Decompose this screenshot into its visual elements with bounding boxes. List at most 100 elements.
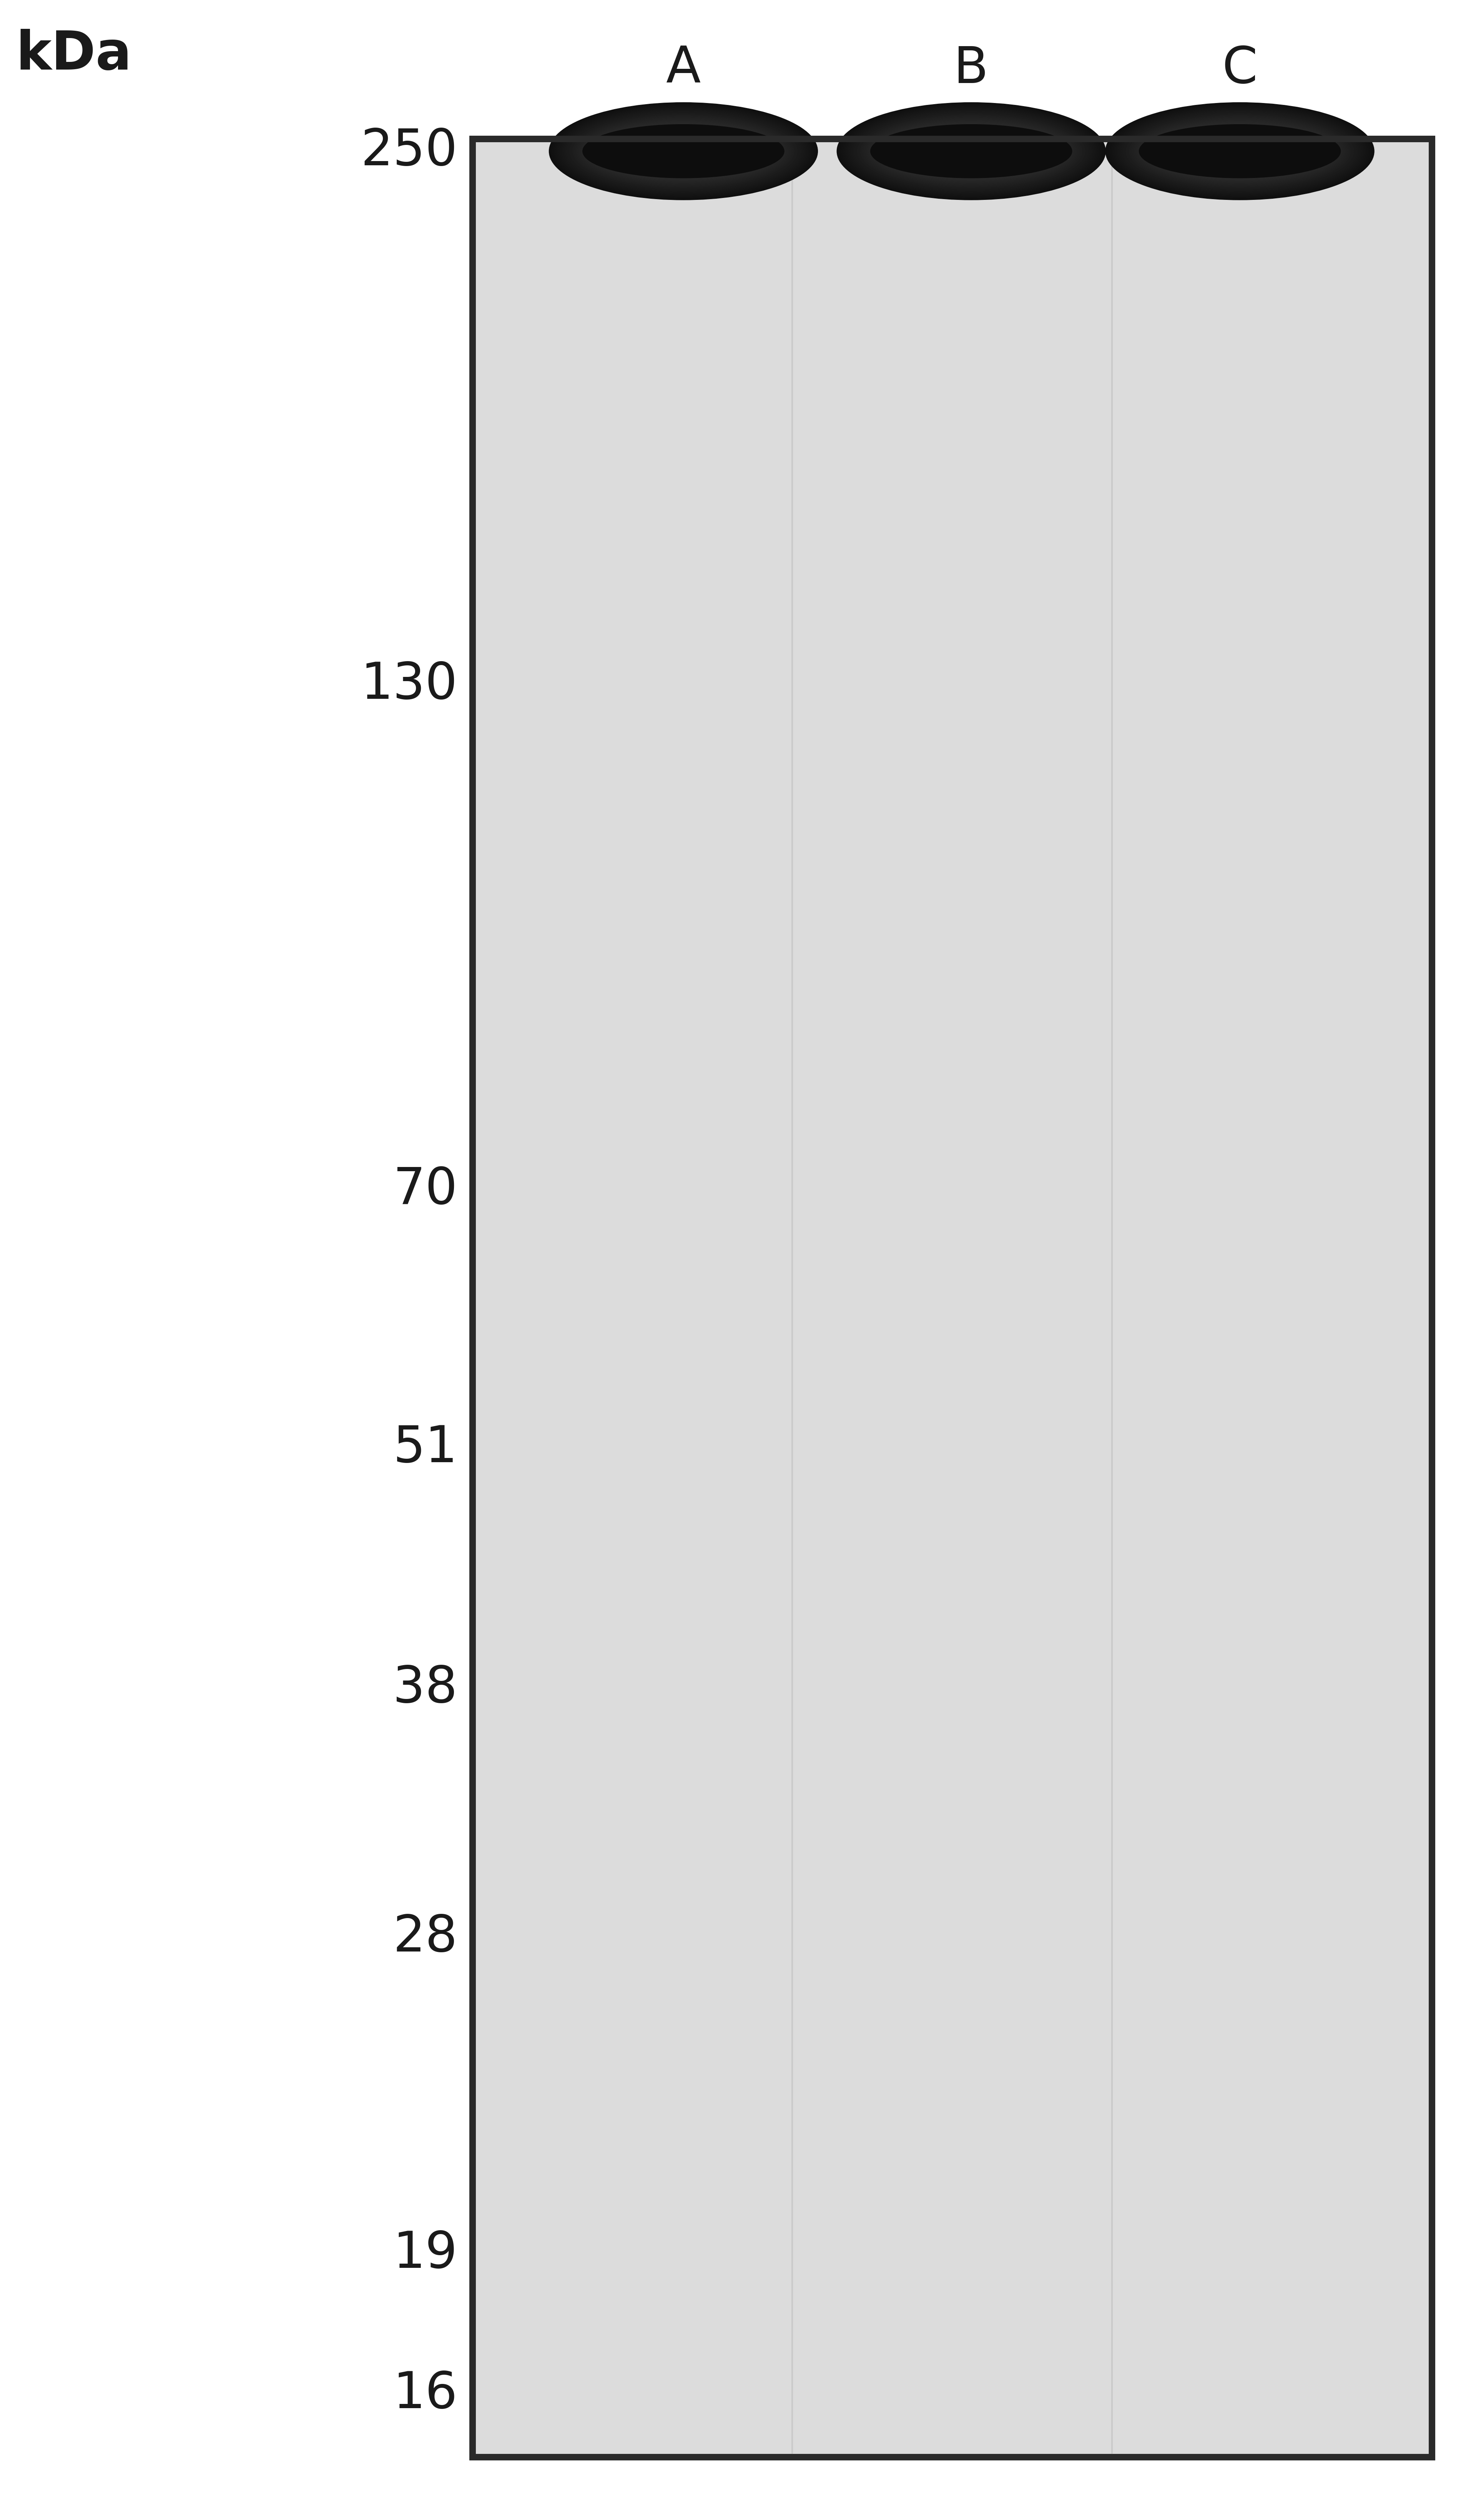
Ellipse shape — [1117, 108, 1362, 194]
Text: C: C — [1222, 45, 1258, 93]
Ellipse shape — [1197, 149, 1283, 154]
Ellipse shape — [1126, 113, 1353, 189]
Text: 250: 250 — [360, 126, 458, 176]
Ellipse shape — [924, 149, 1018, 154]
Ellipse shape — [906, 139, 1036, 164]
Ellipse shape — [1153, 126, 1327, 176]
Ellipse shape — [1170, 136, 1309, 166]
Ellipse shape — [573, 116, 794, 186]
Ellipse shape — [893, 131, 1049, 171]
Ellipse shape — [868, 118, 1075, 184]
Text: 16: 16 — [393, 2369, 458, 2419]
Ellipse shape — [1138, 118, 1342, 184]
Ellipse shape — [1188, 146, 1292, 156]
Ellipse shape — [881, 126, 1061, 176]
Ellipse shape — [1113, 106, 1367, 197]
Ellipse shape — [1175, 139, 1305, 164]
Ellipse shape — [641, 149, 726, 154]
Ellipse shape — [630, 144, 737, 159]
Ellipse shape — [838, 103, 1104, 199]
Ellipse shape — [887, 129, 1055, 174]
Ellipse shape — [624, 141, 742, 161]
Ellipse shape — [871, 121, 1072, 181]
Ellipse shape — [1150, 126, 1330, 176]
Ellipse shape — [627, 144, 739, 159]
Ellipse shape — [1181, 141, 1299, 161]
Ellipse shape — [1106, 103, 1374, 199]
Ellipse shape — [837, 103, 1106, 199]
Ellipse shape — [899, 136, 1044, 166]
Text: 19: 19 — [393, 2230, 458, 2278]
Ellipse shape — [909, 139, 1033, 164]
Ellipse shape — [1139, 121, 1340, 181]
Ellipse shape — [896, 134, 1046, 169]
Ellipse shape — [914, 141, 1029, 161]
Text: 130: 130 — [360, 660, 458, 708]
Ellipse shape — [592, 123, 775, 179]
Ellipse shape — [621, 139, 745, 164]
Ellipse shape — [866, 118, 1076, 184]
Ellipse shape — [583, 123, 784, 179]
Ellipse shape — [1116, 108, 1364, 194]
Ellipse shape — [890, 131, 1052, 171]
Ellipse shape — [1111, 106, 1368, 197]
Ellipse shape — [626, 141, 741, 161]
Ellipse shape — [840, 103, 1103, 199]
Ellipse shape — [1134, 116, 1346, 186]
Ellipse shape — [1160, 131, 1320, 171]
Ellipse shape — [905, 139, 1038, 164]
Ellipse shape — [1145, 123, 1334, 179]
Ellipse shape — [586, 121, 781, 181]
Ellipse shape — [1128, 113, 1352, 189]
Ellipse shape — [1176, 139, 1303, 164]
Ellipse shape — [920, 146, 1023, 156]
Ellipse shape — [918, 144, 1024, 159]
Ellipse shape — [843, 106, 1100, 197]
Ellipse shape — [1108, 103, 1371, 199]
Text: 70: 70 — [393, 1164, 458, 1215]
Text: A: A — [666, 45, 701, 93]
Ellipse shape — [858, 113, 1085, 189]
Ellipse shape — [599, 129, 768, 174]
Ellipse shape — [564, 111, 803, 192]
Ellipse shape — [633, 146, 734, 156]
Ellipse shape — [1157, 129, 1322, 174]
Ellipse shape — [1148, 123, 1331, 179]
Ellipse shape — [570, 113, 797, 189]
Ellipse shape — [552, 103, 815, 199]
Ellipse shape — [1135, 118, 1345, 184]
Ellipse shape — [1132, 116, 1348, 186]
Ellipse shape — [1142, 121, 1337, 181]
Ellipse shape — [841, 106, 1101, 197]
Ellipse shape — [1131, 116, 1349, 186]
Ellipse shape — [859, 113, 1083, 189]
Ellipse shape — [1163, 134, 1317, 169]
Ellipse shape — [629, 144, 738, 159]
Ellipse shape — [618, 139, 748, 164]
Ellipse shape — [1129, 116, 1351, 186]
Ellipse shape — [903, 136, 1039, 166]
Ellipse shape — [554, 106, 813, 197]
Ellipse shape — [583, 121, 784, 181]
Ellipse shape — [614, 136, 753, 166]
Ellipse shape — [856, 113, 1086, 189]
Ellipse shape — [852, 111, 1091, 192]
Text: 28: 28 — [393, 1913, 458, 1961]
Ellipse shape — [853, 111, 1089, 192]
Ellipse shape — [908, 139, 1035, 164]
Ellipse shape — [551, 103, 816, 199]
Ellipse shape — [555, 106, 812, 197]
Ellipse shape — [608, 134, 759, 169]
Ellipse shape — [1179, 141, 1300, 161]
Ellipse shape — [865, 116, 1077, 186]
Ellipse shape — [620, 139, 747, 164]
Ellipse shape — [889, 129, 1054, 174]
Ellipse shape — [1156, 129, 1324, 174]
Ellipse shape — [1191, 146, 1289, 156]
Ellipse shape — [568, 113, 799, 189]
Ellipse shape — [855, 111, 1088, 192]
Ellipse shape — [1151, 126, 1328, 176]
Ellipse shape — [593, 126, 773, 176]
Ellipse shape — [1137, 118, 1343, 184]
Text: 38: 38 — [393, 1663, 458, 1714]
